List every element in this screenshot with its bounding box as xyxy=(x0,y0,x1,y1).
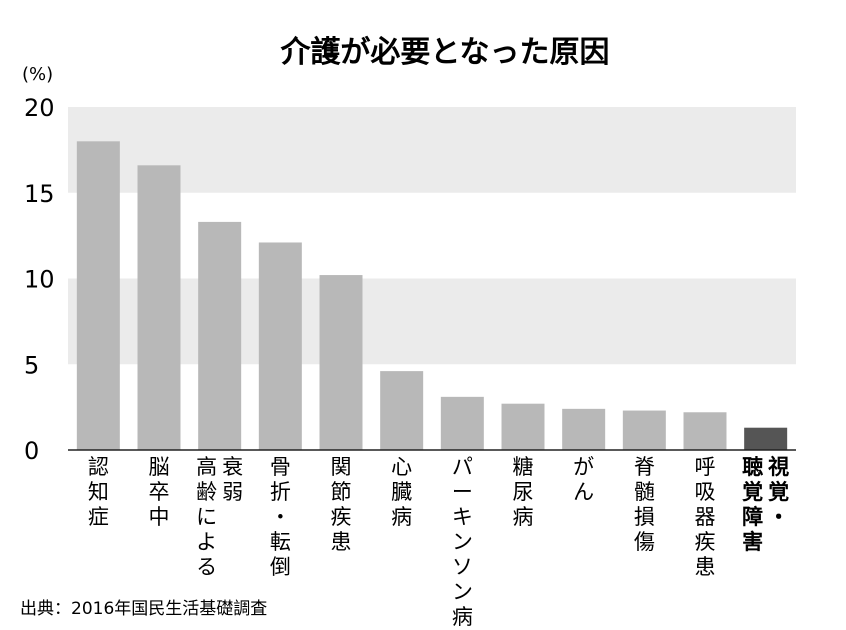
grid-band xyxy=(68,278,796,365)
category-char: 呼 xyxy=(695,455,716,479)
category-char: 心 xyxy=(391,455,412,479)
category-char: 障 xyxy=(742,505,763,529)
y-tick-label: 15 xyxy=(24,180,55,208)
category-char: 脊 xyxy=(634,455,655,479)
bar xyxy=(501,403,545,450)
category-char: 患 xyxy=(695,555,716,579)
y-tick-label: 5 xyxy=(24,351,39,379)
category-char: ・ xyxy=(768,505,789,529)
category-char: 脳 xyxy=(149,455,170,479)
category-char: ・ xyxy=(270,505,291,529)
category-char: 疾 xyxy=(331,505,352,529)
category-char: 傷 xyxy=(634,530,655,554)
category-label: 骨折・転倒 xyxy=(270,455,291,579)
category-char: ン xyxy=(452,580,473,604)
category-char: ン xyxy=(452,530,473,554)
category-char: 弱 xyxy=(222,480,243,504)
category-char: が xyxy=(573,455,594,479)
category-char: 衰 xyxy=(222,455,243,479)
category-char: 髄 xyxy=(634,480,655,504)
category-char: 倒 xyxy=(270,555,291,579)
category-char: 知 xyxy=(88,480,109,504)
category-label: 脳卒中 xyxy=(149,455,170,529)
category-char: 尿 xyxy=(513,480,534,504)
category-char: 覚 xyxy=(768,480,789,504)
bar xyxy=(76,141,120,451)
y-tick-label: 0 xyxy=(24,437,39,465)
bar xyxy=(137,165,181,450)
category-char: 視 xyxy=(767,455,789,479)
bar xyxy=(744,427,788,450)
category-char: 糖 xyxy=(513,455,534,479)
category-char: 聴 xyxy=(742,455,763,479)
bar xyxy=(198,221,242,450)
category-label: 認知症 xyxy=(88,455,109,529)
category-char: 中 xyxy=(149,505,170,529)
bar xyxy=(380,371,424,450)
bar xyxy=(440,396,484,450)
category-labels: 認知症脳卒中衰弱高齢による骨折・転倒関節疾患心臓病パーキンソン病糖尿病がん脊髄損… xyxy=(88,455,789,629)
category-char: 症 xyxy=(88,505,109,529)
category-char: ん xyxy=(573,480,594,504)
category-char: 器 xyxy=(695,505,716,529)
category-char: ソ xyxy=(452,555,473,579)
grid-band xyxy=(68,107,796,193)
category-char: ー xyxy=(452,480,473,504)
category-char: 節 xyxy=(331,480,352,504)
category-char: 卒 xyxy=(149,480,170,504)
chart-title: 介護が必要となった原因 xyxy=(279,35,609,70)
category-char: 吸 xyxy=(695,480,716,504)
bar xyxy=(683,412,727,450)
category-char: パ xyxy=(452,455,473,479)
source-note: 出典：2016年国民生活基礎調査 xyxy=(20,599,267,619)
category-label: がん xyxy=(573,455,594,504)
y-tick-label: 10 xyxy=(24,266,55,294)
y-unit-label: (%) xyxy=(22,64,53,85)
bar xyxy=(562,408,606,450)
category-char: 疾 xyxy=(695,530,716,554)
category-char: 高 xyxy=(196,455,217,479)
category-char: 病 xyxy=(452,605,473,629)
y-axis-ticks: 0 5 10 15 20 xyxy=(24,94,55,465)
category-char: 患 xyxy=(331,530,352,554)
grid-bands xyxy=(68,107,796,365)
category-char: 臓 xyxy=(391,480,412,504)
category-char: 転 xyxy=(270,530,291,554)
category-char: に xyxy=(196,505,217,529)
y-tick-label: 20 xyxy=(24,94,55,122)
bar xyxy=(622,410,666,450)
category-char: 損 xyxy=(634,505,655,529)
category-char: る xyxy=(196,555,217,579)
category-char: 覚 xyxy=(742,480,763,504)
category-char: 認 xyxy=(88,455,109,479)
category-char: 関 xyxy=(331,455,352,479)
bar xyxy=(319,275,363,450)
category-label: 心臓病 xyxy=(391,455,412,529)
category-char: 骨 xyxy=(270,455,291,479)
category-char: 病 xyxy=(513,505,534,529)
category-char: 病 xyxy=(391,505,412,529)
bars xyxy=(76,141,788,451)
category-char: 折 xyxy=(270,480,291,504)
category-char: 害 xyxy=(742,530,763,554)
category-char: よ xyxy=(196,530,217,554)
category-char: 齢 xyxy=(196,480,217,504)
category-char: キ xyxy=(452,505,473,529)
bar xyxy=(258,242,302,450)
category-label: 糖尿病 xyxy=(513,455,534,529)
